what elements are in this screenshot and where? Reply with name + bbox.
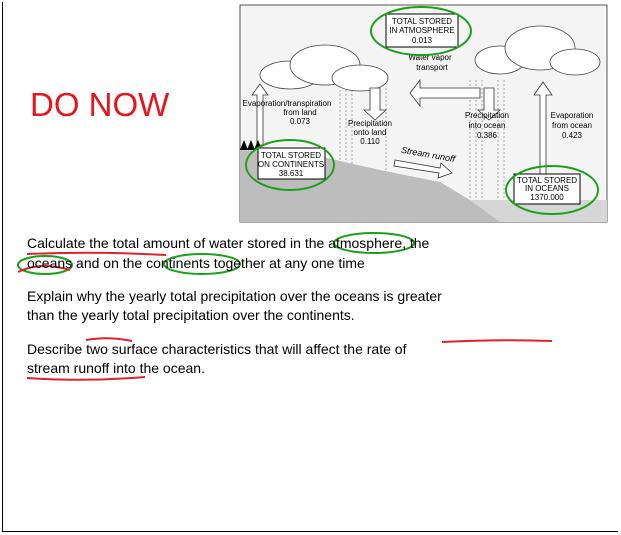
diagram-label: 0.110 [360,137,380,146]
diagram-label: 1370.000 [530,193,564,202]
diagram-label: 0.423 [562,131,583,140]
diagram-label: 38.631 [279,169,304,178]
diagram-label: TOTAL STORED [261,151,321,160]
question-line: than the yearly total precipitation over… [27,306,355,325]
diagram-label: Evaporation/transpiration [243,99,332,108]
diagram-label: from land [283,108,316,117]
diagram-label: IN OCEANS [525,184,569,193]
diagram-label: IN ATMOSPHERE [389,26,454,35]
diagram-label: 0.073 [290,117,311,126]
diagram-label: transport [416,63,448,72]
question-line: Describe two surface characteristics tha… [27,340,406,359]
diagram-label: ON CONTINENTS [258,160,324,169]
diagram-label: from ocean [552,121,592,130]
diagram-label: Precipitation [465,111,509,120]
diagram-label: onto land [354,128,387,137]
diagram-label: Precipitation [348,119,392,128]
diagram-label: 0.386 [477,131,498,140]
question-line: Explain why the yearly total precipitati… [27,287,442,306]
question-line: stream runoff into the ocean. [27,359,205,378]
diagram-label: Evaporation [551,111,594,120]
question-line: oceans and on the continents together at… [27,254,365,273]
question-line: Calculate the total amount of water stor… [27,234,429,253]
diagram-label: 0.013 [412,36,433,45]
diagram-label: into ocean [469,121,506,130]
diagram-label: TOTAL STORED [392,17,452,26]
